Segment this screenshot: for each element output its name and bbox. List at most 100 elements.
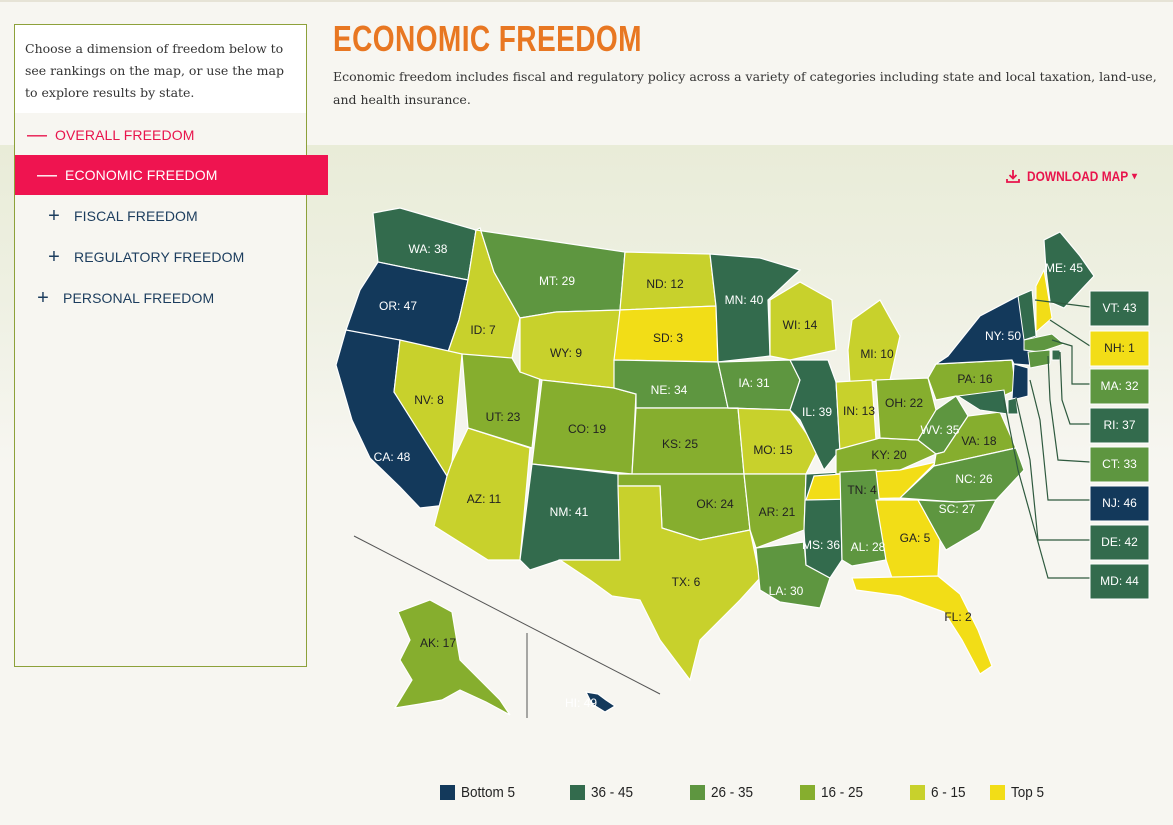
- state-label-hi: HI: 49: [565, 696, 597, 710]
- state-label-ok: OK: 24: [696, 497, 734, 511]
- state-hi[interactable]: [584, 691, 617, 713]
- state-sc[interactable]: [916, 499, 998, 551]
- legend-label: 36 - 45: [591, 784, 634, 801]
- callout-label-ma: MA: 32: [1100, 379, 1138, 393]
- legend-item: Top 5: [990, 784, 1048, 801]
- state-label-ks: KS: 25: [662, 437, 698, 451]
- state-ri[interactable]: [1051, 349, 1061, 361]
- legend-swatch: [570, 785, 585, 800]
- state-label-al: AL: 28: [851, 540, 886, 554]
- callout-label-md: MD: 44: [1100, 574, 1139, 588]
- plus-icon: +: [48, 246, 60, 268]
- nav-overall-freedom[interactable]: — OVERALL FREEDOM: [15, 115, 318, 155]
- state-label-mi: MI: 10: [860, 347, 894, 361]
- top-divider: [0, 0, 1173, 2]
- legend-item: 16 - 25: [800, 784, 868, 801]
- legend-item: 26 - 35: [690, 784, 758, 801]
- legend-swatch: [990, 785, 1005, 800]
- state-label-nm: NM: 41: [550, 505, 589, 519]
- plus-icon: +: [48, 205, 60, 227]
- callout-line-de: [1015, 397, 1090, 541]
- state-labels: WA: 38 OR: 47 CA: 48 ID: 7 NV: 8 AZ: 11 UT: 23…: [374, 242, 1084, 710]
- inset-divider: [353, 535, 661, 695]
- state-wi[interactable]: [769, 281, 837, 361]
- legend-item: 36 - 45: [570, 784, 638, 801]
- nav-label: ECONOMIC FREEDOM: [65, 167, 218, 183]
- nav-economic-freedom[interactable]: — ECONOMIC FREEDOM: [15, 155, 328, 195]
- download-icon: [1006, 170, 1020, 183]
- state-mi[interactable]: [847, 299, 901, 385]
- state-label-wa: WA: 38: [409, 242, 448, 256]
- state-label-ky: KY: 20: [871, 448, 907, 462]
- state-label-sd: SD: 3: [653, 331, 683, 345]
- state-label-va: VA: 18: [961, 434, 996, 448]
- state-label-tn: TN: 4: [847, 483, 877, 497]
- minus-icon: —: [37, 164, 58, 186]
- state-label-wv: WV: 35: [921, 423, 960, 437]
- download-map-button[interactable]: DOWNLOAD MAP ▾: [1005, 168, 1137, 184]
- callout-box-ct[interactable]: [1089, 446, 1150, 483]
- state-vt[interactable]: [1017, 289, 1037, 341]
- caret-down-icon[interactable]: ▾: [1132, 170, 1138, 182]
- state-label-az: AZ: 11: [467, 492, 502, 506]
- state-al[interactable]: [839, 469, 887, 567]
- callout-label-de: DE: 42: [1101, 535, 1138, 549]
- legend-item: Bottom 5: [440, 784, 521, 801]
- state-de[interactable]: [1007, 397, 1019, 415]
- callout-box-nh[interactable]: [1089, 330, 1150, 367]
- nav-label: PERSONAL FREEDOM: [63, 290, 215, 306]
- state-ct[interactable]: [1027, 349, 1051, 369]
- state-label-in: IN: 13: [843, 404, 875, 418]
- state-label-wi: WI: 14: [783, 318, 818, 332]
- plus-icon: +: [37, 287, 49, 309]
- state-label-nv: NV: 8: [414, 393, 444, 407]
- state-label-ny: NY: 50: [985, 329, 1021, 343]
- nav-label: REGULATORY FREEDOM: [74, 249, 245, 265]
- nav-fiscal-freedom[interactable]: + FISCAL FREEDOM: [15, 196, 337, 236]
- state-ak[interactable]: [393, 599, 511, 716]
- state-label-fl: FL: 2: [944, 610, 972, 624]
- callout-line-vt: [1034, 299, 1091, 308]
- state-label-me: ME: 45: [1045, 261, 1083, 275]
- state-label-ne: NE: 34: [651, 383, 688, 397]
- state-label-sc: SC: 27: [939, 502, 976, 516]
- callout-box-nj[interactable]: [1089, 485, 1150, 522]
- state-il[interactable]: [789, 359, 841, 472]
- state-az[interactable]: [433, 427, 531, 561]
- callout-box-de[interactable]: [1089, 524, 1150, 561]
- callout-label-vt: VT: 43: [1102, 301, 1136, 315]
- state-label-ga: GA: 5: [900, 531, 931, 545]
- state-ar[interactable]: [743, 473, 807, 549]
- state-label-ut: UT: 23: [486, 410, 521, 424]
- state-label-mn: MN: 40: [725, 293, 764, 307]
- state-nj[interactable]: [1011, 363, 1029, 401]
- legend-swatch: [800, 785, 815, 800]
- callout-box-ma[interactable]: [1089, 368, 1150, 405]
- state-label-oh: OH: 22: [885, 396, 923, 410]
- minus-icon: —: [27, 124, 48, 146]
- legend-label: 26 - 35: [711, 784, 754, 801]
- state-label-ia: IA: 31: [738, 376, 770, 390]
- callout-line-ct: [1047, 355, 1091, 463]
- nav-label: OVERALL FREEDOM: [55, 127, 195, 143]
- nav-regulatory-freedom[interactable]: + REGULATORY FREEDOM: [15, 237, 337, 277]
- state-label-ar: AR: 21: [759, 505, 796, 519]
- state-me[interactable]: [1043, 231, 1095, 309]
- state-label-nd: ND: 12: [646, 277, 684, 291]
- callout-label-nj: NJ: 46: [1102, 496, 1137, 510]
- callout-box-md[interactable]: [1089, 563, 1150, 600]
- callout-box-vt[interactable]: [1089, 290, 1150, 327]
- state-fl[interactable]: [851, 575, 993, 675]
- state-md[interactable]: [956, 389, 1009, 415]
- state-tx[interactable]: [558, 485, 761, 682]
- state-mn[interactable]: [709, 253, 802, 363]
- legend-label: 16 - 25: [821, 784, 864, 801]
- callout-box-ri[interactable]: [1089, 407, 1150, 444]
- states-layer: [335, 207, 1095, 716]
- state-label-mt: MT: 29: [539, 274, 575, 288]
- legend-swatch: [910, 785, 925, 800]
- callout-label-ri: RI: 37: [1103, 418, 1135, 432]
- nav-personal-freedom[interactable]: + PERSONAL FREEDOM: [15, 278, 326, 318]
- state-ma[interactable]: [1023, 333, 1066, 353]
